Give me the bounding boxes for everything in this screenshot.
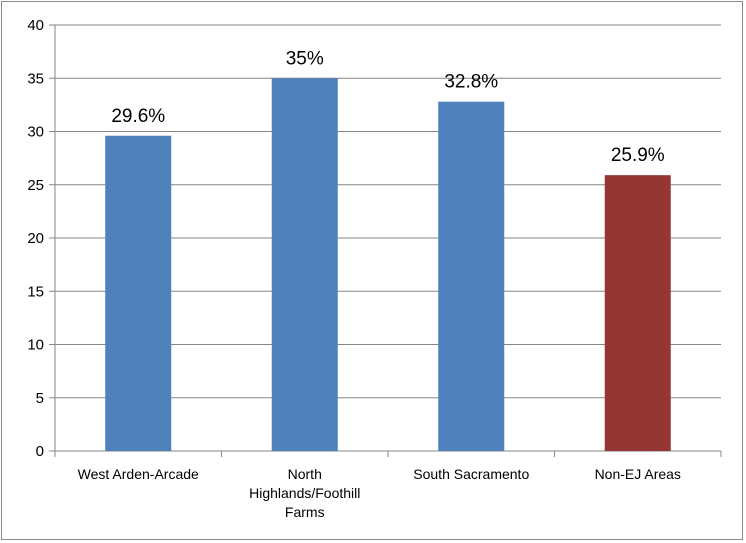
y-tick-label: 35 <box>27 70 44 87</box>
y-tick-label: 30 <box>27 124 44 141</box>
data-label: 29.6% <box>111 106 165 127</box>
y-tick-label: 10 <box>27 337 44 354</box>
category-label: North <box>288 466 322 482</box>
bar <box>105 135 172 451</box>
data-label: 35% <box>286 48 324 69</box>
bar <box>604 175 671 452</box>
y-tick-label: 0 <box>36 443 44 460</box>
y-tick-label: 5 <box>36 390 44 407</box>
y-tick-label: 40 <box>27 17 44 34</box>
category-label: Non-EJ Areas <box>595 466 681 482</box>
bar <box>438 101 505 452</box>
y-tick-label: 20 <box>27 230 44 247</box>
y-tick-label: 25 <box>27 177 44 194</box>
category-label: West Arden-Arcade <box>78 466 199 482</box>
data-label: 32.8% <box>444 72 498 93</box>
y-tick-label: 15 <box>27 283 44 300</box>
category-label: South Sacramento <box>413 466 529 482</box>
category-label: Farms <box>285 504 325 520</box>
data-label: 25.9% <box>611 145 665 166</box>
category-label: Highlands/Foothill <box>249 485 360 501</box>
bar <box>271 78 338 451</box>
